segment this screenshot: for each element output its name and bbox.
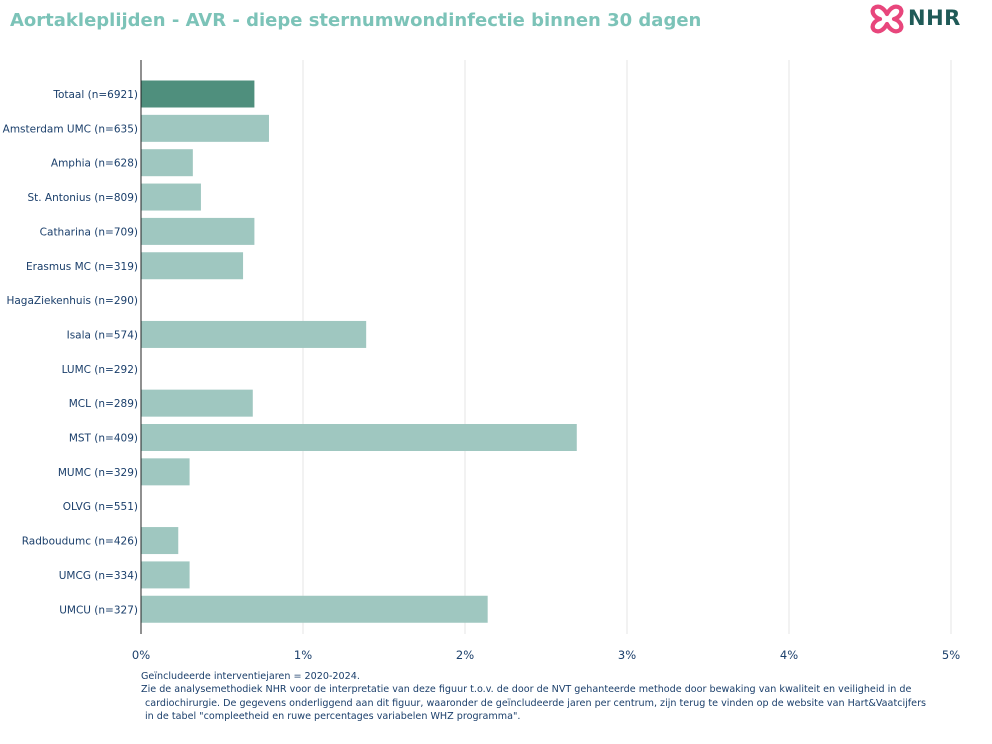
category-label: Amphia (n=628): [51, 158, 138, 170]
footnote-data: cardiochirurgie. De gegevens onderliggen…: [145, 697, 927, 709]
logo-text: NHR: [908, 6, 961, 30]
category-label: Radboudumc (n=426): [22, 536, 138, 548]
x-tick-label: 5%: [942, 648, 960, 662]
footnote: Geïncludeerde interventiejaren = 2020-20…: [141, 670, 931, 724]
category-label: Catharina (n=709): [40, 226, 138, 238]
nhr-logo-icon: [870, 4, 904, 34]
bar: [141, 320, 367, 348]
bar: [141, 114, 269, 142]
category-label: Totaal (n=6921): [52, 89, 138, 101]
category-label: St. Antonius (n=809): [27, 192, 138, 204]
bar: [141, 561, 190, 589]
footnote-method: Zie de analysemethodiek NHR voor de inte…: [141, 684, 912, 696]
x-tick-label: 1%: [294, 648, 312, 662]
category-label: Erasmus MC (n=319): [26, 261, 138, 273]
bar: [141, 595, 488, 623]
category-label: Isala (n=574): [67, 329, 138, 341]
category-label: UMCU (n=327): [59, 604, 138, 616]
bar: [141, 252, 244, 280]
category-label: MUMC (n=329): [58, 467, 138, 479]
category-label: Amsterdam UMC (n=635): [3, 123, 138, 135]
x-tick-label: 0%: [132, 648, 150, 662]
category-label: OLVG (n=551): [63, 501, 138, 513]
category-label: MST (n=409): [69, 433, 138, 445]
category-label: LUMC (n=292): [62, 364, 138, 376]
x-tick-label: 2%: [456, 648, 474, 662]
bar: [141, 458, 190, 486]
category-label: MCL (n=289): [69, 398, 138, 410]
bar: [141, 217, 255, 245]
bar: [141, 183, 201, 211]
x-tick-label: 4%: [780, 648, 798, 662]
footnote-table: in de tabel "compleetheid en ruwe percen…: [145, 711, 521, 723]
category-label: HagaZiekenhuis (n=290): [6, 295, 138, 307]
bar: [141, 80, 255, 108]
bar-chart: Totaal (n=6921) Amsterdam UMC (n=635) Amph…: [3, 60, 960, 662]
bar: [141, 149, 193, 177]
category-label: UMCG (n=334): [59, 570, 138, 582]
x-tick-label: 3%: [618, 648, 636, 662]
bar: [141, 389, 253, 417]
bar: [141, 424, 577, 451]
bar: [141, 527, 179, 555]
chart-title: Aortakleplijden - AVR - diepe sternumwon…: [10, 10, 702, 31]
footnote-years: Geïncludeerde interventiejaren = 2020-20…: [141, 671, 360, 682]
